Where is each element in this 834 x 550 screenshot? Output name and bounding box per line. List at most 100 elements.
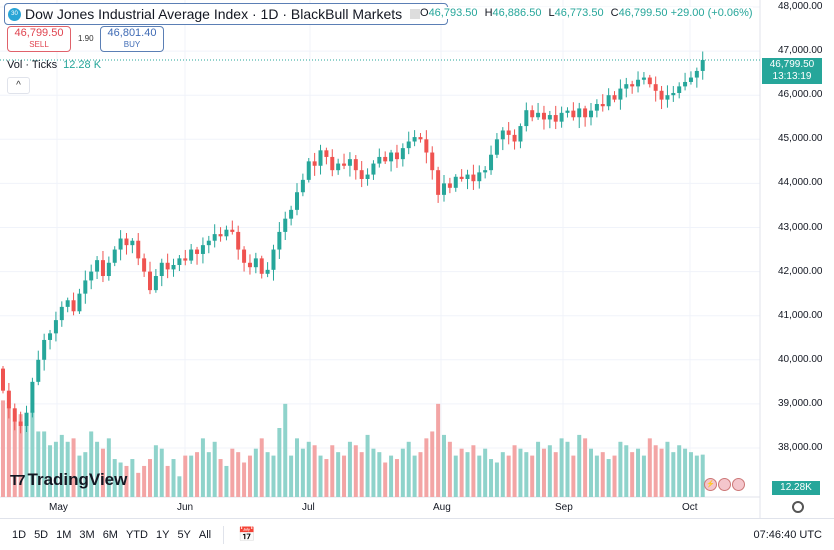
tradingview-logo[interactable]: T7 TradingView: [10, 470, 127, 490]
range-1m[interactable]: 1M: [56, 528, 72, 541]
range-all[interactable]: All: [198, 528, 212, 541]
candle-body: [318, 150, 323, 166]
economic-events[interactable]: ⚡: [703, 478, 745, 491]
sell-button[interactable]: 46,799.50 SELL: [7, 26, 71, 52]
candle-body: [83, 280, 88, 294]
volume-legend[interactable]: Vol · Ticks 12.28 K: [7, 59, 101, 71]
buy-button[interactable]: 46,801.40 BUY: [100, 26, 164, 52]
symbol-legend[interactable]: 30 Dow Jones Industrial Average Index · …: [4, 3, 448, 25]
candle-body: [89, 271, 94, 281]
volume-bar: [700, 454, 705, 497]
price-axis-label: 43,000.00: [778, 221, 823, 233]
candle-body: [189, 249, 194, 261]
volume-bar: [400, 448, 405, 497]
range-5y[interactable]: 5Y: [177, 528, 191, 541]
volume-bar: [606, 459, 611, 497]
candle-body: [295, 192, 299, 210]
volume-bar: [406, 441, 411, 497]
range-ytd[interactable]: YTD: [125, 528, 148, 541]
candle-body: [130, 240, 135, 246]
volume-bar: [477, 455, 482, 497]
candle-body: [418, 137, 423, 140]
range-5d[interactable]: 5D: [34, 528, 49, 541]
range-6m[interactable]: 6M: [102, 528, 118, 541]
volume-bar: [200, 438, 205, 497]
go-to-date-icon[interactable]: 📅: [238, 526, 256, 542]
volume-bar: [371, 448, 376, 497]
volume-bar: [53, 441, 58, 497]
us-flag-icon[interactable]: [718, 478, 731, 491]
volume-bar: [324, 459, 329, 497]
us-flag-icon[interactable]: [732, 478, 745, 491]
price-axis-label: 46,000.00: [778, 89, 823, 101]
volume-bar: [153, 445, 158, 497]
candle-body: [200, 245, 205, 254]
volume-bar: [18, 414, 23, 497]
volume-bar: [342, 455, 347, 497]
candle-body: [330, 156, 335, 171]
volume-bar: [312, 445, 317, 497]
candle-body: [142, 258, 147, 272]
volume-label: Vol · Ticks: [7, 59, 58, 71]
candle-body: [465, 174, 470, 179]
candle-body: [600, 104, 605, 107]
candle-body: [36, 359, 41, 382]
candle-body: [641, 77, 646, 80]
volume-bar: [77, 455, 82, 497]
candle-body: [159, 262, 164, 277]
volume-bar: [30, 410, 35, 497]
volume-bar: [506, 455, 511, 497]
volume-bar: [559, 438, 564, 497]
range-1y[interactable]: 1Y: [155, 528, 170, 541]
candle-body: [247, 262, 252, 268]
event-icon[interactable]: ⚡: [704, 478, 717, 491]
candle-body: [236, 231, 241, 250]
spread-value: 1.90: [78, 34, 94, 43]
volume-bar: [330, 445, 335, 497]
flag-icon[interactable]: [410, 9, 423, 19]
volume-bar: [142, 465, 147, 497]
volume-value: 12.28 K: [63, 59, 102, 71]
buy-label: BUY: [123, 40, 141, 49]
settings-icon[interactable]: [792, 501, 804, 513]
volume-bar: [265, 452, 270, 497]
open-label: O: [420, 7, 429, 19]
candle-body: [365, 174, 370, 179]
volume-bar: [665, 441, 670, 497]
clock[interactable]: 07:46:40 UTC: [753, 529, 822, 541]
volume-bar: [318, 455, 323, 497]
candle-body: [394, 152, 399, 160]
volume-bar: [189, 455, 194, 497]
candle-body: [224, 229, 229, 237]
candle-body: [477, 172, 482, 182]
price-axis-label: 44,000.00: [778, 177, 823, 189]
symbol-logo-icon: 30: [8, 7, 21, 21]
candle-body: [42, 339, 47, 360]
volume-bar: [600, 452, 605, 497]
candle-body: [271, 249, 276, 270]
volume-bar: [65, 441, 70, 497]
candle-body: [48, 333, 53, 340]
collapse-legend-button[interactable]: ^: [7, 77, 30, 94]
candlestick-chart[interactable]: [0, 0, 834, 518]
range-1d[interactable]: 1D: [12, 528, 27, 541]
volume-bar: [453, 455, 458, 497]
low-label: L: [548, 7, 555, 19]
volume-bar: [212, 441, 217, 497]
high-label: H: [484, 7, 493, 19]
candle-body: [259, 258, 264, 274]
month-label: Aug: [433, 502, 451, 513]
volume-bar: [394, 459, 399, 497]
volume-bar: [459, 448, 464, 497]
volume-bar: [89, 431, 94, 497]
candle-body: [612, 95, 617, 100]
candle-body: [471, 174, 476, 182]
candle-body: [665, 95, 670, 100]
candle-body: [494, 139, 499, 155]
volume-bar: [59, 434, 64, 497]
range-3m[interactable]: 3M: [79, 528, 95, 541]
price-axis-label: 40,000.00: [778, 353, 823, 365]
volume-bar: [612, 455, 617, 497]
candle-body: [342, 163, 347, 166]
volume-bar: [483, 448, 488, 497]
